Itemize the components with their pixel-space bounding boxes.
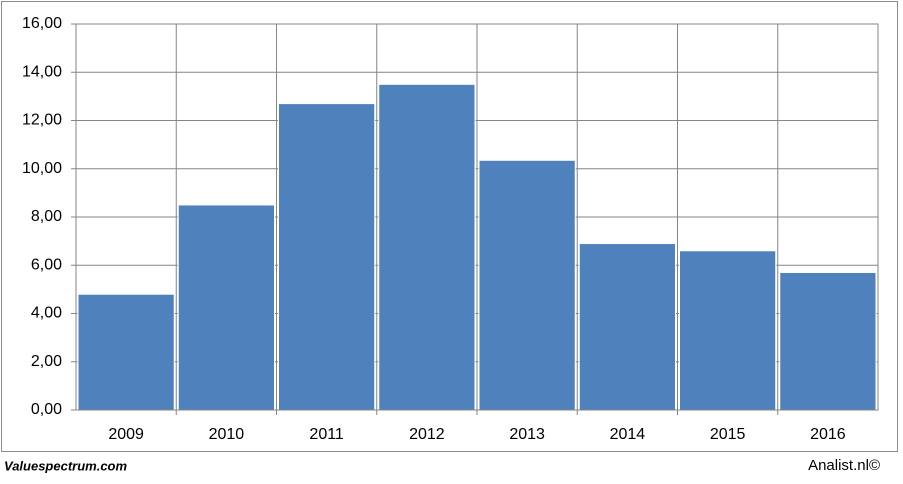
bar xyxy=(378,83,476,411)
bar xyxy=(779,271,877,411)
y-tick-label: 2,00 xyxy=(31,353,62,370)
y-tick-label: 16,00 xyxy=(22,15,62,32)
bar xyxy=(278,103,376,411)
bar xyxy=(177,204,275,411)
x-tick-label: 2012 xyxy=(409,426,445,443)
y-tick-label: 14,00 xyxy=(22,63,62,80)
x-tick-label: 2014 xyxy=(610,426,646,443)
x-tick-label: 2015 xyxy=(710,426,746,443)
y-tick-label: 4,00 xyxy=(31,305,62,322)
source-label: Valuespectrum.com xyxy=(4,458,128,473)
bar xyxy=(679,250,777,411)
x-tick-label: 2009 xyxy=(108,426,144,443)
x-tick-label: 2016 xyxy=(810,426,846,443)
y-tick-label: 12,00 xyxy=(22,112,62,129)
bar xyxy=(77,293,175,411)
bar xyxy=(578,243,676,411)
y-tick-label: 0,00 xyxy=(31,401,62,418)
credit-label: Analist.nl© xyxy=(808,457,880,474)
x-tick-label: 2010 xyxy=(209,426,245,443)
x-tick-label: 2011 xyxy=(309,426,344,443)
y-tick-label: 8,00 xyxy=(31,208,62,225)
bar xyxy=(478,159,576,411)
y-tick-label: 10,00 xyxy=(22,160,62,177)
x-tick-label: 2013 xyxy=(509,426,545,443)
y-tick-label: 6,00 xyxy=(31,256,62,273)
